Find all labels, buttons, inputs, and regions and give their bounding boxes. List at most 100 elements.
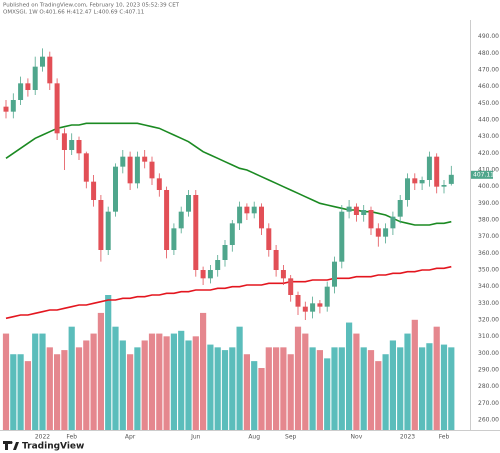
candle-body bbox=[324, 286, 330, 307]
symbol-line: OMXSGI, 1W O:401.66 H:412.47 L:400.69 C:… bbox=[3, 10, 144, 16]
y-tick-label: 310.00 bbox=[478, 333, 499, 340]
y-tick-label: 390.00 bbox=[478, 200, 499, 207]
volume-bar bbox=[265, 347, 272, 430]
candle-body bbox=[120, 156, 126, 167]
candle-body bbox=[3, 106, 9, 112]
volume-bar bbox=[294, 326, 302, 430]
volume-bar bbox=[338, 347, 345, 430]
candle-body bbox=[266, 228, 272, 250]
volume-bar bbox=[192, 336, 199, 430]
volume-bar bbox=[251, 361, 258, 430]
volume-bar bbox=[61, 350, 68, 430]
candle-body bbox=[251, 206, 257, 214]
y-tick-label: 370.00 bbox=[478, 233, 499, 240]
volume-bar bbox=[97, 312, 104, 430]
volume-bar bbox=[316, 350, 323, 430]
volume-bar bbox=[75, 347, 83, 430]
candle-body bbox=[178, 211, 184, 229]
volume-bar bbox=[404, 333, 411, 430]
candle-body bbox=[426, 156, 432, 180]
last-price-box bbox=[471, 170, 493, 179]
candle-body bbox=[295, 295, 301, 307]
published-note: Published on TradingView.com, February 1… bbox=[3, 3, 180, 9]
volume-bar bbox=[105, 295, 112, 430]
candle-body bbox=[339, 211, 345, 262]
candle-body bbox=[83, 153, 89, 182]
candle-body bbox=[259, 206, 264, 229]
volume-bar bbox=[10, 354, 17, 430]
candle-body bbox=[310, 303, 316, 312]
volume-bar bbox=[2, 333, 10, 430]
volume-bar bbox=[309, 347, 316, 430]
candle-body bbox=[383, 228, 389, 237]
candle-body bbox=[419, 180, 425, 184]
candle-body bbox=[186, 195, 191, 212]
candle-body bbox=[134, 156, 140, 184]
volume-bar bbox=[200, 312, 207, 430]
volume-bar bbox=[397, 347, 404, 430]
moving-average bbox=[5, 265, 452, 320]
candle-body bbox=[193, 195, 199, 270]
y-tick-label: 440.00 bbox=[478, 117, 499, 124]
y-tick-label: 330.00 bbox=[478, 300, 499, 307]
volume-bar bbox=[426, 343, 433, 430]
candle-body bbox=[164, 190, 170, 250]
y-tick-label: 490.00 bbox=[478, 33, 499, 40]
volume-bar bbox=[346, 322, 353, 430]
candle-body bbox=[105, 211, 111, 250]
y-tick-label: 400.00 bbox=[478, 183, 499, 190]
y-tick-label: 340.00 bbox=[478, 283, 499, 290]
volume-bar bbox=[214, 347, 221, 430]
volume-bar bbox=[54, 354, 61, 430]
volume-bar bbox=[46, 347, 53, 430]
candle-body bbox=[127, 156, 133, 184]
candle-body bbox=[98, 200, 104, 250]
candle-body bbox=[434, 156, 440, 187]
volume-bar bbox=[273, 347, 280, 430]
y-tick-label: 300.00 bbox=[478, 350, 499, 357]
volume-bar bbox=[17, 354, 24, 430]
candle-body bbox=[149, 161, 155, 179]
volume-bar bbox=[287, 354, 294, 430]
volume-bar bbox=[258, 368, 265, 430]
candle-body bbox=[61, 133, 67, 150]
x-tick-label: Apr bbox=[125, 434, 136, 441]
moving-average bbox=[5, 122, 452, 226]
volume-bar bbox=[141, 340, 148, 430]
candle-body bbox=[441, 185, 447, 187]
candle-body bbox=[113, 166, 118, 212]
candle-body bbox=[317, 303, 323, 307]
volume-bars bbox=[2, 295, 455, 430]
x-tick-label: 2022 bbox=[35, 434, 50, 441]
candle-body bbox=[25, 83, 31, 90]
volume-bar bbox=[112, 326, 119, 430]
last-price-label: 407.11 bbox=[473, 171, 494, 178]
volume-bar bbox=[134, 347, 141, 430]
candle-body bbox=[288, 278, 294, 295]
x-tick-label: Feb bbox=[439, 434, 450, 441]
volume-bar bbox=[302, 333, 309, 430]
candle-body bbox=[207, 270, 213, 279]
candle-body bbox=[302, 306, 308, 312]
y-tick-label: 270.00 bbox=[478, 400, 499, 407]
logo-mark bbox=[3, 441, 19, 450]
y-tick-label: 260.00 bbox=[478, 417, 499, 424]
volume-bar bbox=[68, 326, 75, 430]
volume-bar bbox=[207, 344, 214, 430]
candle-body bbox=[171, 228, 177, 250]
candle-body bbox=[361, 210, 367, 215]
candle-body bbox=[332, 261, 337, 287]
volume-bar bbox=[411, 319, 418, 430]
y-tick-label: 290.00 bbox=[478, 367, 499, 374]
volume-bar bbox=[440, 344, 448, 430]
volume-bar bbox=[32, 333, 39, 430]
volume-bar bbox=[83, 340, 90, 430]
candle-body bbox=[280, 270, 286, 279]
volume-bar bbox=[382, 354, 389, 430]
volume-bar bbox=[367, 350, 375, 430]
candle-body bbox=[54, 83, 60, 134]
candle-body bbox=[142, 156, 148, 162]
x-tick-label: Feb bbox=[66, 434, 77, 441]
candle-body bbox=[237, 206, 243, 224]
candle-body bbox=[18, 83, 24, 100]
